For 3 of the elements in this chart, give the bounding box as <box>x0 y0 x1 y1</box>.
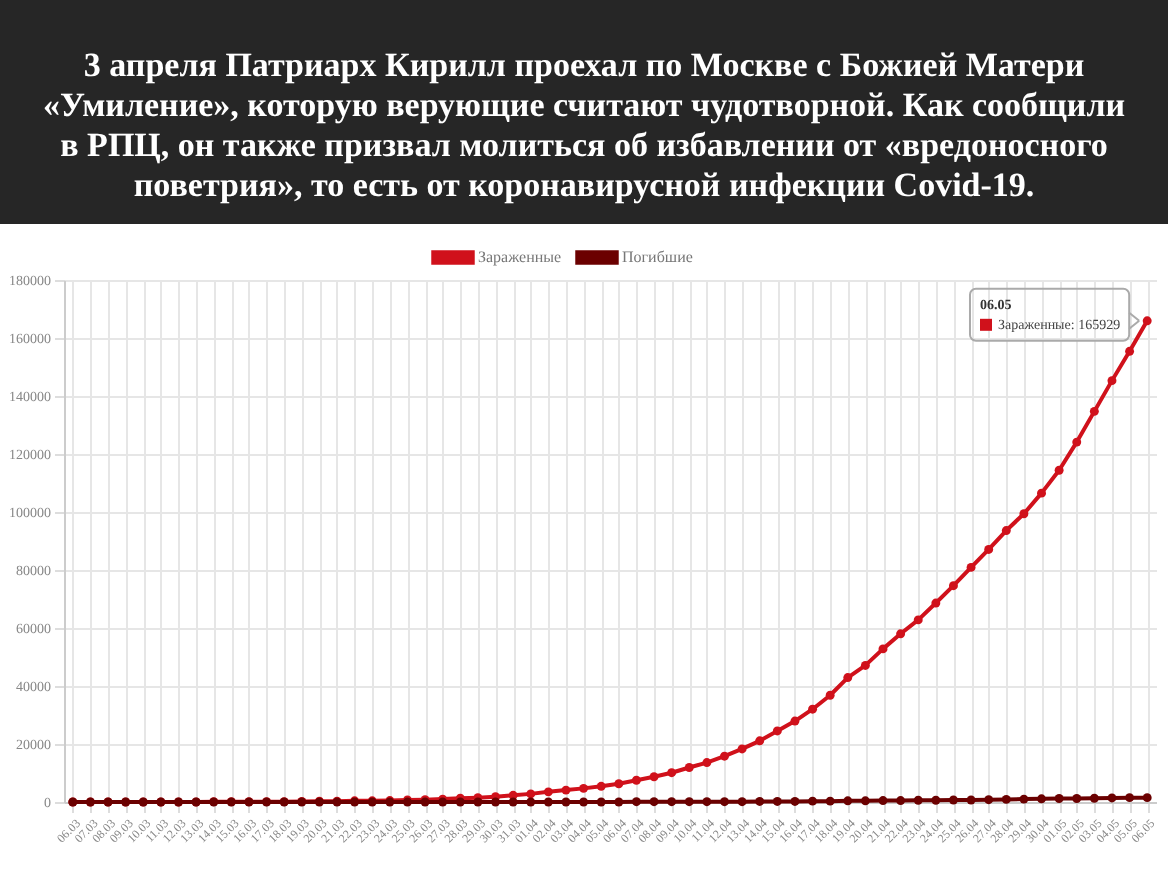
chart-title: 3 апреля Патриарх Кирилл проехал по Москве с Божией Матери «Умиление», которую верующие считают чудотворной. Как сообщили в РПЦ, он также призвал молиться об избавлении от «вредоносного поветрия», то есть от коронавирусной инфекции Covid-19. <box>42 46 1126 204</box>
legend-label: Погибшие <box>622 247 694 266</box>
legend-label: Зараженные <box>478 247 563 266</box>
